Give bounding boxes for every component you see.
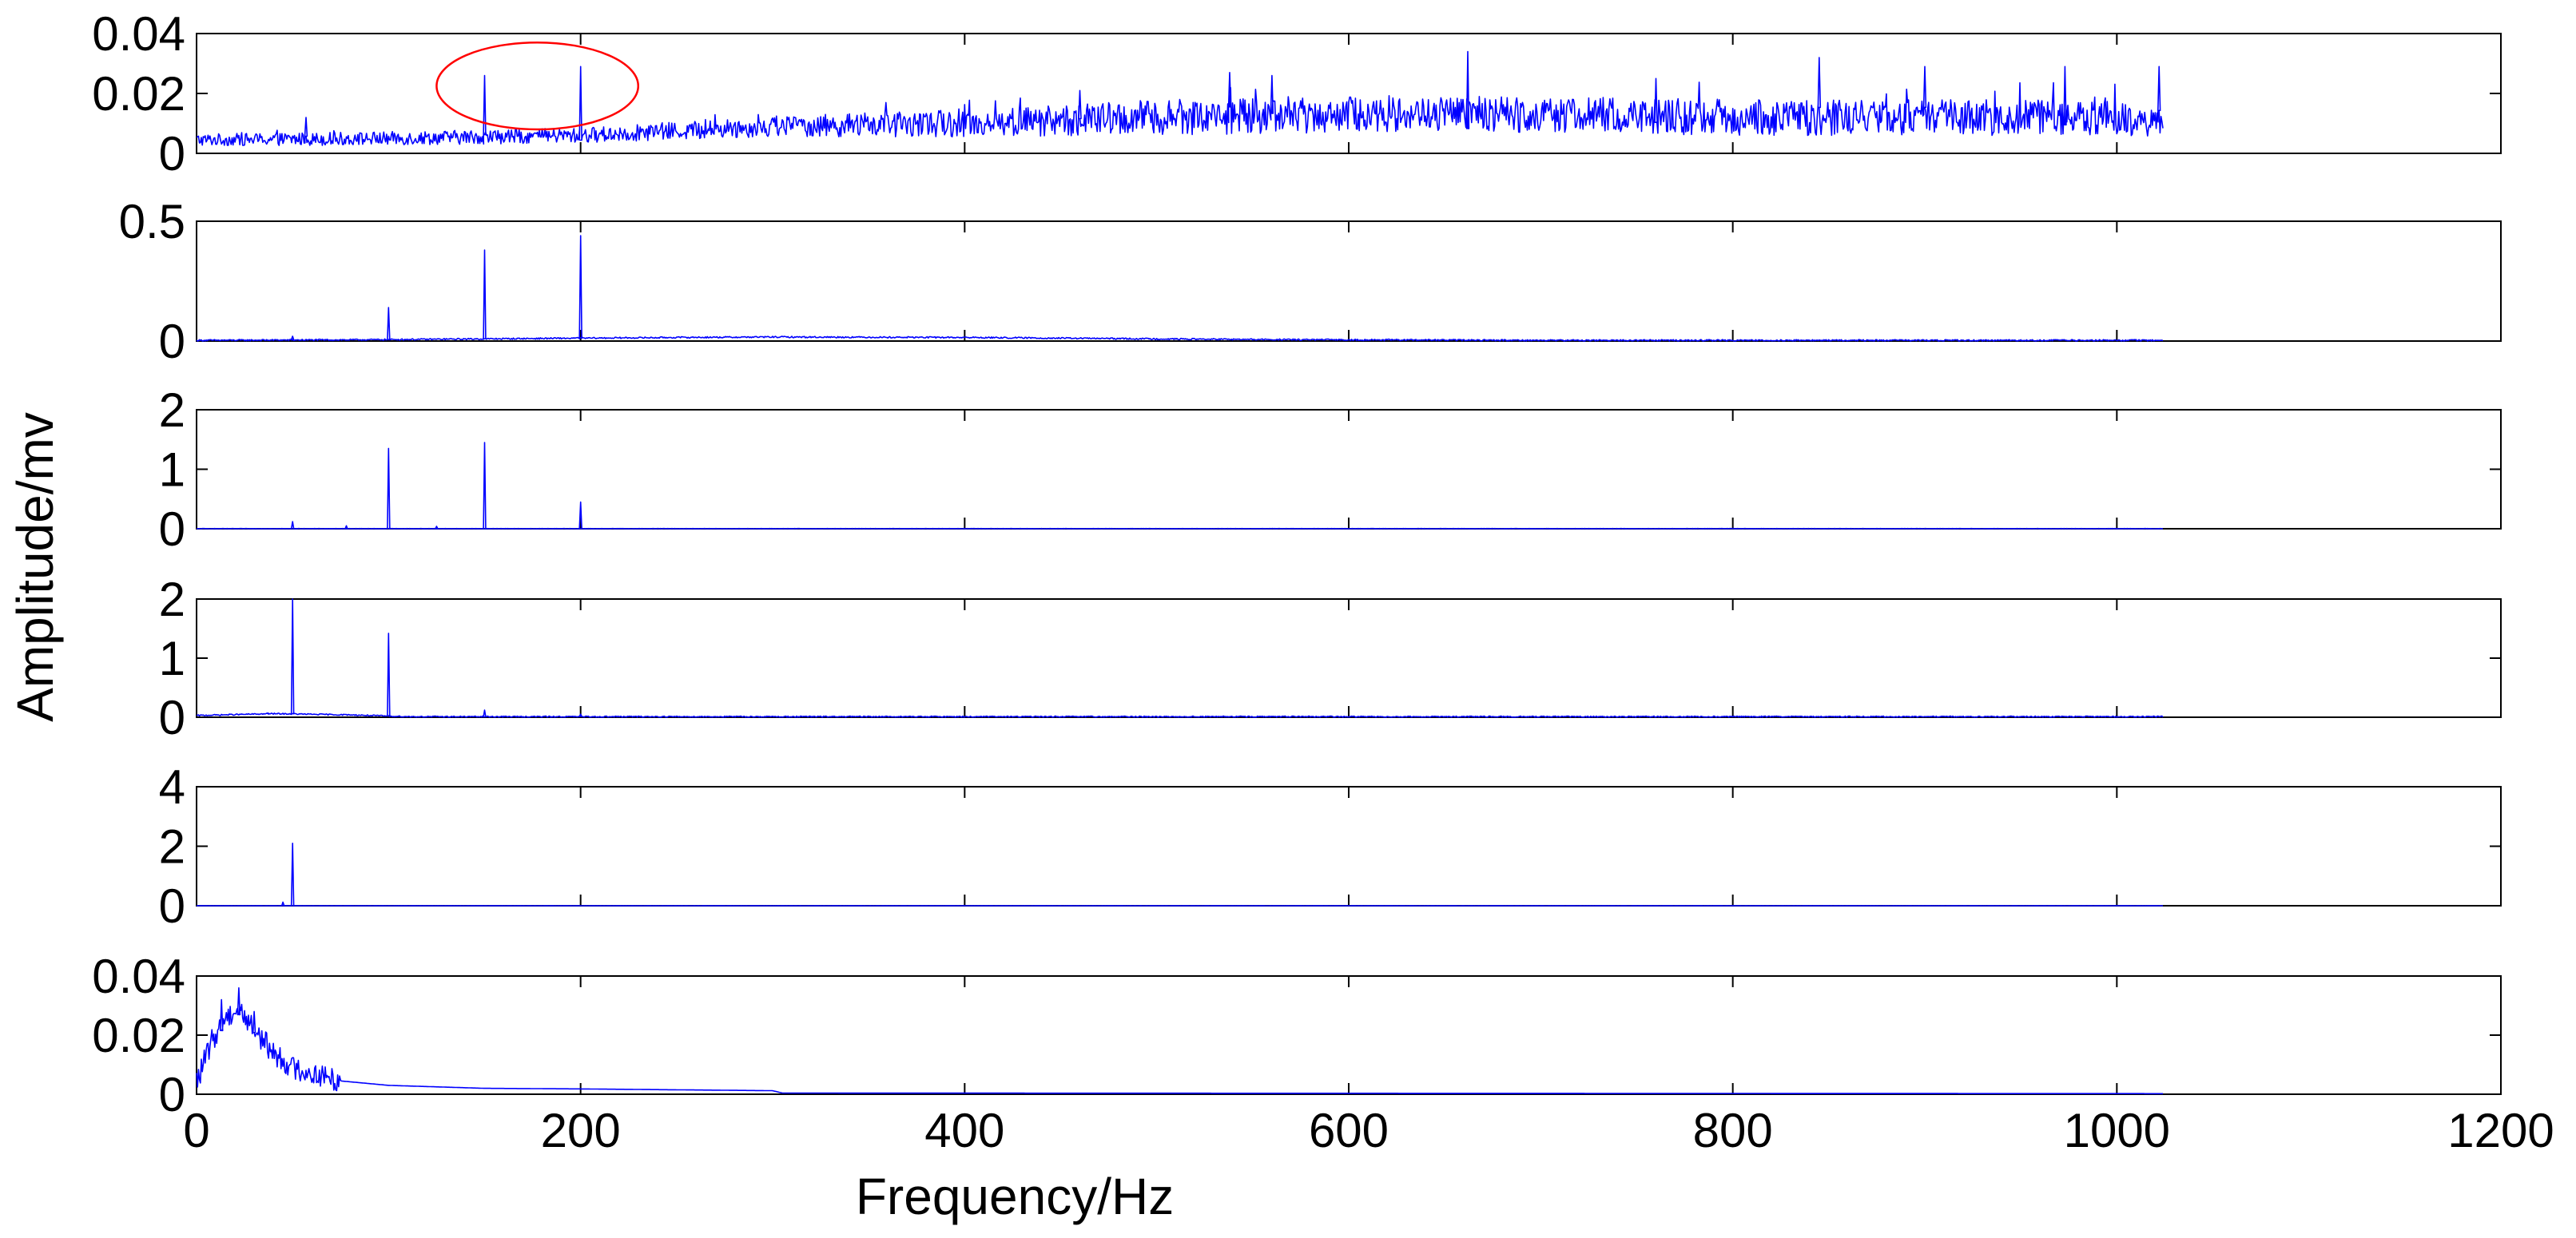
y-tick-label: 2 bbox=[159, 573, 185, 626]
x-tick-label: 1000 bbox=[2064, 1104, 2170, 1157]
series-line-2 bbox=[196, 235, 2164, 342]
y-tick-label: 0 bbox=[159, 502, 185, 556]
subplot-3: 01 2 bbox=[159, 383, 2502, 556]
series-line-5 bbox=[197, 843, 2164, 907]
y-tick-label: 0 bbox=[159, 315, 185, 368]
x-tick-label: 1200 bbox=[2447, 1104, 2554, 1157]
series-line-1 bbox=[196, 50, 2164, 146]
y-tick-label: 0.04 bbox=[92, 950, 185, 1003]
subplot-1: 0 0.02 0.04 bbox=[92, 7, 2502, 181]
y-tick-label: 2 bbox=[159, 820, 185, 874]
x-tick-label: 400 bbox=[924, 1104, 1004, 1157]
subplot-4: 0 1 2 bbox=[159, 573, 2502, 744]
subplot-5: 02 4 bbox=[159, 760, 2502, 933]
series-line-3 bbox=[197, 442, 2164, 530]
y-tick-label: 0 bbox=[159, 691, 185, 744]
y-tick-label: 0.5 bbox=[119, 195, 185, 248]
y-tick-label: 2 bbox=[159, 383, 185, 437]
x-tick-label: 200 bbox=[541, 1104, 621, 1157]
x-axis-label: Frequency/Hz bbox=[856, 1168, 1174, 1225]
y-tick-label: 0 bbox=[159, 879, 185, 933]
y-tick-label: 0.02 bbox=[92, 67, 185, 121]
y-tick-label: 0.04 bbox=[92, 7, 185, 61]
y-tick-label: 0 bbox=[159, 1068, 185, 1121]
x-tick-label: 800 bbox=[1693, 1104, 1773, 1157]
y-axis-label: Amplitude/mv bbox=[6, 412, 64, 722]
x-tick-label: 600 bbox=[1309, 1104, 1389, 1157]
subplot-2: 00.5 bbox=[119, 195, 2502, 368]
series-line-6 bbox=[196, 987, 2163, 1095]
x-tick-labels: 0 200 400 600 800 1000 1200 bbox=[183, 1104, 2554, 1157]
y-tick-label: 0 bbox=[159, 127, 185, 181]
y-tick-label: 1 bbox=[159, 443, 185, 497]
x-tick-label: 0 bbox=[183, 1104, 209, 1157]
y-tick-label: 0.02 bbox=[92, 1009, 185, 1062]
subplot-6: 0 0.02 0.04 bbox=[92, 950, 2502, 1121]
highlight-ellipse bbox=[435, 42, 640, 131]
y-tick-label: 1 bbox=[159, 632, 185, 685]
series-line-4 bbox=[196, 598, 2164, 718]
y-tick-label: 4 bbox=[159, 760, 185, 814]
